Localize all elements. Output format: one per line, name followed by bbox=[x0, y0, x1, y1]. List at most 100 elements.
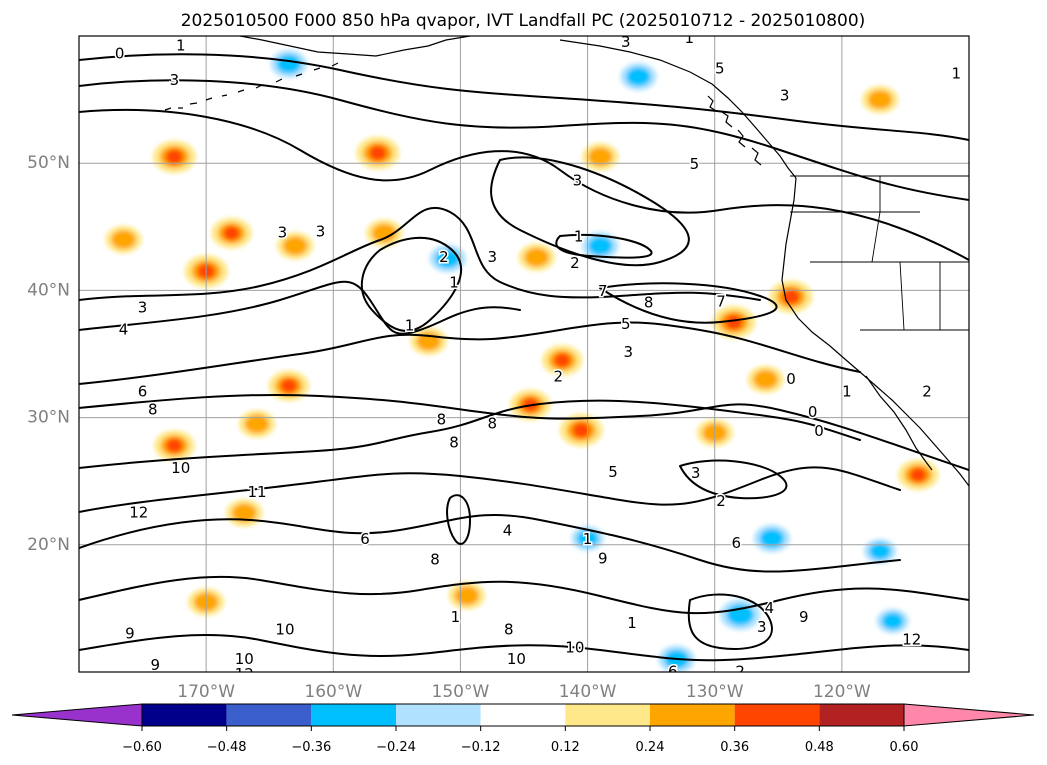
anomaly-patch bbox=[518, 243, 555, 272]
contour-label: 2 bbox=[439, 248, 449, 266]
contour-label: 4 bbox=[503, 521, 513, 539]
anomaly-patch bbox=[268, 370, 310, 402]
contour-label: 5 bbox=[608, 463, 618, 481]
contour-label: 12 bbox=[902, 631, 921, 649]
contour-line bbox=[361, 236, 463, 332]
contour-label: 10 bbox=[171, 459, 190, 477]
contour-label: 1 bbox=[627, 614, 637, 632]
colorbar-segment bbox=[480, 704, 566, 726]
anomaly-patch bbox=[152, 140, 196, 174]
contour-label: 1 bbox=[842, 383, 852, 401]
contour-label: 7 bbox=[598, 282, 608, 300]
anomaly-patch-core bbox=[280, 378, 297, 393]
contour-label: 12 bbox=[129, 504, 148, 522]
contour-label: 8 bbox=[504, 621, 514, 639]
anomaly-shading-layer bbox=[105, 50, 939, 672]
contour-label: 12 bbox=[235, 665, 254, 683]
anomaly-patch bbox=[719, 599, 761, 631]
contour-label: 0 bbox=[115, 44, 125, 62]
anomaly-patch bbox=[863, 538, 897, 564]
anomaly-patch bbox=[356, 136, 400, 170]
contour-label: 9 bbox=[151, 656, 161, 674]
contour-label: 10 bbox=[507, 650, 526, 668]
x-tick-label: 160°W bbox=[304, 682, 362, 702]
contour-label: 3 bbox=[487, 248, 497, 266]
contour-label: 2 bbox=[735, 663, 745, 681]
anomaly-patch-mid bbox=[753, 370, 778, 389]
contour-line bbox=[79, 633, 969, 662]
anomaly-patch bbox=[105, 225, 142, 254]
contour-label: 0 bbox=[786, 370, 796, 388]
contour-label: 8 bbox=[487, 414, 497, 432]
alaska-coastline bbox=[239, 36, 471, 57]
contour-line bbox=[490, 156, 690, 267]
contour-line bbox=[555, 233, 653, 259]
anomaly-patch bbox=[753, 524, 791, 553]
anomaly-patch-core bbox=[725, 314, 743, 330]
colorbar-tick-label: 0.48 bbox=[805, 740, 834, 755]
contour-label: 9 bbox=[598, 549, 608, 567]
contour-line bbox=[446, 494, 471, 545]
anomaly-patch bbox=[897, 459, 939, 491]
contour-line bbox=[79, 393, 969, 471]
anomaly-patch bbox=[154, 430, 195, 461]
contour-label: 8 bbox=[341, 669, 351, 687]
anomaly-patch bbox=[541, 345, 583, 376]
anomaly-patch bbox=[769, 280, 813, 314]
anomaly-patch-mid bbox=[454, 586, 479, 606]
contour-line bbox=[79, 206, 761, 301]
contour-line bbox=[679, 459, 788, 500]
anomaly-patch bbox=[365, 219, 403, 247]
anomaly-patch-core bbox=[369, 145, 387, 161]
contour-label: 3 bbox=[573, 172, 583, 190]
southeast-alaska-coastline bbox=[559, 39, 797, 179]
anomaly-patch-mid bbox=[371, 223, 397, 243]
contour-label: 5 bbox=[621, 315, 631, 333]
contour-label: 3 bbox=[757, 618, 767, 636]
anomaly-patch-core bbox=[554, 353, 571, 368]
contour-label: 3 bbox=[170, 71, 180, 89]
contour-label: 1 bbox=[449, 273, 459, 291]
anomaly-patch-mid bbox=[244, 414, 270, 434]
contour-label: 10 bbox=[275, 621, 294, 639]
anomaly-patch-mid bbox=[111, 230, 136, 249]
anomaly-patch-mid bbox=[282, 236, 308, 256]
contour-label: 9 bbox=[125, 624, 135, 642]
contour-label: 2 bbox=[716, 492, 726, 510]
colorbar-segment bbox=[396, 704, 481, 726]
anomaly-patch-mid bbox=[276, 54, 301, 74]
contour-line bbox=[79, 108, 969, 261]
contour-label: 4 bbox=[765, 599, 775, 617]
colorbar-tick-label: −0.24 bbox=[376, 740, 416, 755]
contour-line bbox=[79, 280, 521, 335]
anomaly-patch-mid bbox=[867, 90, 893, 109]
colorbar-segment bbox=[142, 704, 227, 726]
contour-line bbox=[79, 53, 969, 141]
anomaly-patch-mid bbox=[759, 529, 785, 548]
contour-label: 2 bbox=[570, 254, 580, 272]
anomaly-patch-mid bbox=[232, 503, 257, 523]
x-tick-label: 120°W bbox=[813, 682, 871, 702]
anomaly-patch bbox=[226, 499, 263, 527]
colorbar-segment bbox=[734, 704, 820, 726]
contour-label: 7 bbox=[716, 292, 726, 310]
aleutian-chain bbox=[164, 62, 339, 111]
contour-lines-layer bbox=[79, 53, 969, 662]
x-axis-tick-labels: 170°W 160°W 150°W 140°W 130°W 120°W bbox=[177, 682, 871, 702]
anomaly-patch-core bbox=[910, 467, 927, 482]
contour-label: 0 bbox=[808, 403, 818, 421]
contour-label: 0 bbox=[814, 422, 824, 440]
anomaly-patch bbox=[211, 217, 252, 249]
x-tick-label: 150°W bbox=[432, 682, 490, 702]
contour-label: 1 bbox=[451, 608, 461, 626]
contour-label: 1 bbox=[176, 37, 186, 55]
baja-california-coastline bbox=[865, 375, 933, 471]
y-axis-tick-labels: 20°N 30°N 40°N 50°N bbox=[27, 153, 70, 555]
contour-label: 8 bbox=[430, 551, 440, 569]
contour-label: 4 bbox=[119, 320, 129, 338]
us-west-coastline bbox=[781, 177, 969, 487]
contour-label: 2 bbox=[922, 383, 932, 401]
anomaly-patch-mid bbox=[588, 236, 613, 256]
contour-line bbox=[79, 513, 901, 573]
contour-label: 3 bbox=[780, 86, 790, 104]
